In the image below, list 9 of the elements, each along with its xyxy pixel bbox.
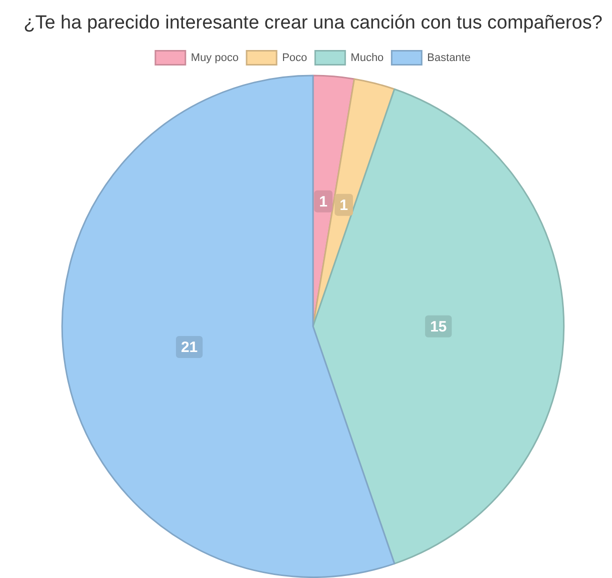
legend-label: Bastante <box>427 52 471 64</box>
legend-label: Poco <box>282 52 308 64</box>
data-label: 1 <box>319 194 328 211</box>
legend-label: Muy poco <box>190 52 239 64</box>
data-label: 15 <box>430 318 447 336</box>
data-label: 1 <box>340 196 348 214</box>
data-label: 21 <box>180 339 198 356</box>
legend-label: Mucho <box>350 52 384 64</box>
chart-title: ¿Te ha parecido interesante crear una canción con tus compañeros? <box>24 12 602 34</box>
